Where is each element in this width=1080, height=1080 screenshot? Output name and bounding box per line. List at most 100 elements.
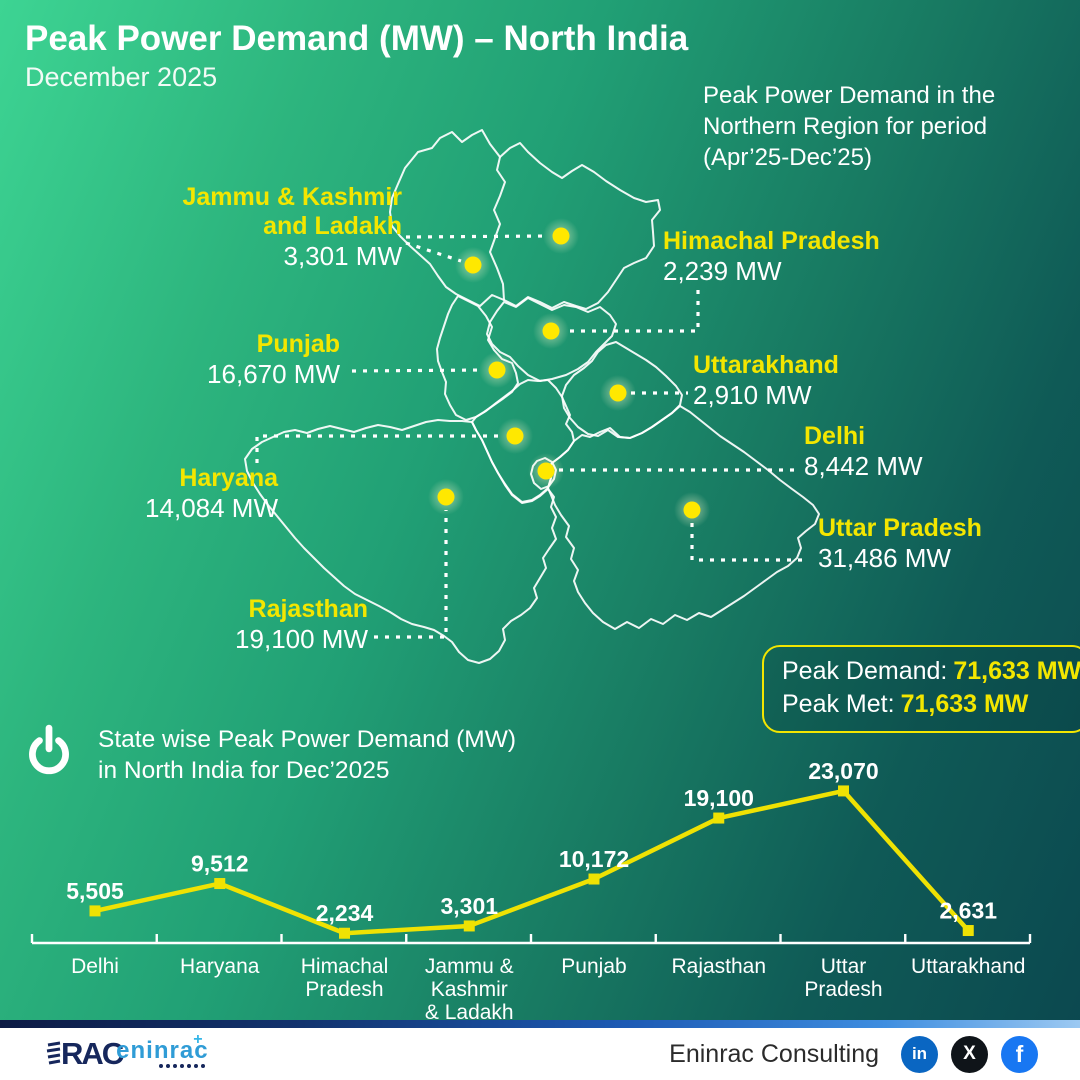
state-dot-rajasthan — [437, 488, 455, 506]
value-label-7: 2,631 — [939, 898, 997, 924]
value-label-0: 5,505 — [66, 878, 124, 904]
category-label-1: Haryana — [180, 955, 260, 978]
state-value: 3,301 MW — [283, 241, 403, 271]
state-name-line: and Ladakh — [263, 212, 402, 240]
period-note-line: Peak Power Demand in the — [703, 82, 996, 109]
page-title: Peak Power Demand (MW) – North India — [25, 19, 689, 58]
page-subtitle: December 2025 — [25, 62, 218, 92]
caption-line: in North India for Dec’2025 — [98, 757, 390, 784]
state-value: 14,084 MW — [145, 493, 278, 523]
map-label-haryana: Haryana 14,084 MW — [145, 464, 278, 523]
logo-bars-icon — [46, 1041, 61, 1065]
peak-met-value: 71,633 MW — [900, 690, 1029, 718]
state-shape-himachal-pradesh — [486, 297, 617, 382]
state-dot-delhi — [537, 462, 555, 480]
category-label-3: Jammu & Kashmir & Ladakh — [425, 955, 514, 1024]
data-point-1 — [214, 878, 226, 890]
logo-eninrac-text: eninrac — [116, 1037, 209, 1064]
state-shape-jammu-kashmir-ladakh — [389, 129, 661, 310]
data-point-5 — [713, 812, 725, 824]
state-shape-punjab — [436, 295, 519, 421]
linkedin-icon[interactable]: in — [901, 1035, 938, 1073]
category-label-4: Punjab — [561, 955, 626, 978]
eninrac-logo: RAC + eninrac — [45, 1031, 209, 1072]
chart-caption-text: State wise Peak Power Demand (MW) in Nor… — [98, 724, 516, 786]
state-name: Jammu & Kashmir and Ladakh — [182, 183, 402, 241]
chart-caption: State wise Peak Power Demand (MW) in Nor… — [24, 724, 516, 786]
category-label-7: Uttarakhand — [911, 955, 1025, 978]
category-label-6: Uttar Pradesh — [804, 955, 882, 1001]
connector-rajasthan — [374, 510, 448, 639]
state-name-line: Delhi — [804, 422, 866, 450]
state-value: 2,239 MW — [663, 256, 782, 286]
dot-glow-uttarakhand — [600, 375, 636, 411]
company-name: Eninrac Consulting — [669, 1039, 879, 1068]
dot-glow-himachal-pradesh — [533, 313, 569, 349]
state-name: Uttarakhand — [693, 351, 839, 380]
data-point-2 — [339, 927, 350, 939]
state-name-line: Haryana — [179, 464, 278, 492]
state-name: Rajasthan — [235, 595, 368, 624]
power-icon — [29, 724, 69, 775]
x-icon[interactable]: X — [951, 1035, 988, 1073]
peak-demand-row: Peak Demand: 71,633 MW — [782, 655, 1080, 688]
state-value: 19,100 MW — [235, 624, 368, 654]
value-label-3: 3,301 — [440, 893, 498, 919]
data-point-0 — [89, 905, 101, 917]
dot-glow-punjab — [479, 352, 515, 388]
peak-summary-box: Peak Demand: 71,633 MW Peak Met: 71,633 MW — [762, 645, 1080, 733]
data-point-4 — [588, 873, 600, 885]
connector-jammu-kashmir-ladakh — [405, 241, 462, 263]
peak-met-label: Peak Met: — [782, 690, 895, 718]
caption-line: State wise Peak Power Demand (MW) — [98, 726, 516, 753]
footer-right: Eninrac Consulting in X f — [669, 1035, 1038, 1073]
state-name-line: Punjab — [256, 330, 340, 358]
state-dot-haryana — [506, 427, 524, 445]
state-dot-punjab — [488, 361, 506, 379]
state-name-line: Uttarakhand — [693, 351, 839, 379]
map-label-rajasthan: Rajasthan 19,100 MW — [235, 595, 368, 654]
state-dot-uttar-pradesh — [683, 501, 701, 519]
map-label-jammu-kashmir-ladakh: Jammu & Kashmir and Ladakh 3,301 MW — [182, 183, 402, 271]
state-value: 31,486 MW — [818, 543, 951, 573]
connector-punjab — [351, 368, 485, 373]
value-label-5: 19,100 — [684, 785, 754, 811]
map-label-delhi: Delhi 8,442 MW — [804, 422, 923, 481]
state-value: 8,442 MW — [804, 451, 923, 481]
value-label-1: 9,512 — [191, 851, 249, 877]
footer-divider — [0, 1020, 1080, 1028]
map-label-uttar-pradesh: Uttar Pradesh 31,486 MW — [818, 514, 982, 573]
category-label-0: Delhi — [71, 955, 119, 978]
state-name-line: Jammu & Kashmir — [182, 183, 402, 211]
state-shape-haryana — [471, 379, 575, 503]
value-label-2: 2,234 — [316, 900, 374, 926]
facebook-icon[interactable]: f — [1001, 1035, 1038, 1073]
series-line — [94, 788, 970, 936]
state-value: 2,910 MW — [693, 380, 812, 410]
state-name: Punjab — [207, 330, 340, 359]
logo-dots — [116, 1064, 208, 1068]
peak-demand-label: Peak Demand: — [782, 657, 948, 685]
period-note-line: Northern Region for period — [703, 113, 988, 140]
logo-rac-text: RAC — [61, 1036, 124, 1071]
connector-himachal-pradesh — [564, 290, 700, 333]
state-name-line: Himachal Pradesh — [663, 227, 880, 255]
logo-eninrac-wrap: + eninrac — [116, 1031, 209, 1068]
dot-glow-haryana — [497, 418, 533, 454]
category-label-5: Rajasthan — [671, 955, 766, 978]
data-point-3 — [463, 920, 475, 932]
dot-glow-jammu-kashmir-ladakh — [543, 218, 579, 254]
category-label-2: Himachal Pradesh — [301, 955, 389, 1001]
state-name: Delhi — [804, 422, 923, 451]
dot-glow-uttar-pradesh — [674, 492, 710, 528]
state-shape-uttar-pradesh — [547, 405, 820, 630]
state-dot-jammu-kashmir-ladakh — [552, 227, 570, 245]
dot-glow-rajasthan — [428, 479, 464, 515]
peak-demand-value: 71,633 MW — [953, 657, 1080, 685]
state-value: 16,670 MW — [207, 359, 340, 389]
footer-bar: RAC + eninrac Eninrac Consulting in X f — [0, 1028, 1080, 1080]
dot-glow-delhi — [528, 453, 564, 489]
connector-uttar-pradesh — [690, 523, 804, 562]
connector-jammu-kashmir-ladakh — [405, 234, 549, 239]
